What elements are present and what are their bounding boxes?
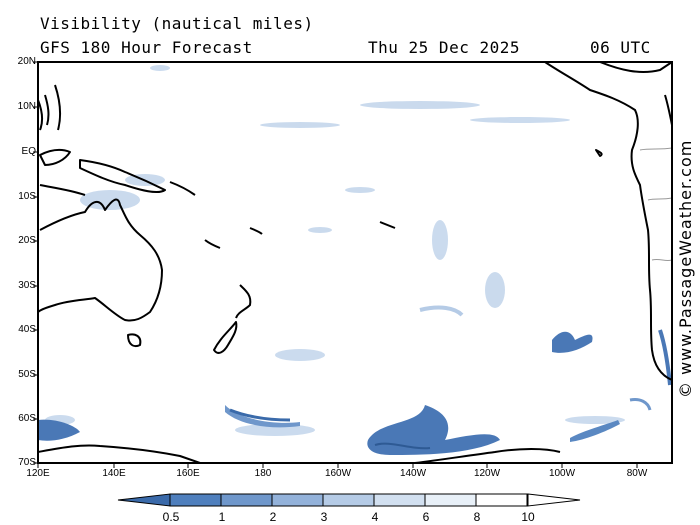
lon-label-100w: 100W: [548, 468, 576, 479]
lat-label-20n: 20N: [17, 56, 36, 67]
colorbar-label-7: 10: [521, 510, 535, 524]
lat-label-70s: 70S: [18, 457, 36, 468]
lat-label-10s: 10S: [18, 191, 36, 202]
map-frame: [37, 61, 673, 464]
colorbar-cell: [220, 493, 273, 507]
colorbar-cell: [322, 493, 375, 507]
coastlines: [38, 62, 672, 463]
colorbar-label-0: 0.5: [162, 510, 180, 524]
lat-label-10n: 10N: [17, 101, 36, 112]
forecast-time: 06 UTC: [590, 38, 651, 57]
lat-label-30s: 30S: [18, 280, 36, 291]
map-title: Visibility (nautical miles): [40, 14, 314, 33]
forecast-subtitle: GFS 180 Hour Forecast: [40, 38, 253, 57]
lat-label-eq: EQ: [21, 146, 36, 157]
colorbar-right-arrow: [527, 493, 581, 507]
lat-label-60s: 60S: [18, 413, 36, 424]
colorbar-label-3: 3: [320, 510, 328, 524]
colorbar-cell: [373, 493, 426, 507]
colorbar-label-6: 8: [473, 510, 481, 524]
colorbar-label-2: 2: [269, 510, 277, 524]
lon-label-160w: 160W: [324, 468, 352, 479]
lat-label-40s: 40S: [18, 324, 36, 335]
lon-label-180: 180: [254, 468, 272, 479]
lon-label-120e: 120E: [26, 468, 50, 479]
forecast-date: Thu 25 Dec 2025: [368, 38, 520, 57]
colorbar-label-5: 6: [422, 510, 430, 524]
colorbar-cell: [271, 493, 324, 507]
lon-label-140w: 140W: [399, 468, 427, 479]
country-borders: [639, 147, 672, 262]
watermark: © www.PassageWeather.com: [676, 139, 695, 398]
lon-label-160e: 160E: [176, 468, 200, 479]
lat-label-20s: 20S: [18, 235, 36, 246]
lat-label-50s: 50S: [18, 369, 36, 380]
colorbar-label-1: 1: [218, 510, 226, 524]
light-visibility-patches: [45, 65, 625, 436]
low-visibility-patches: [38, 305, 672, 455]
colorbar-cell: [169, 493, 222, 507]
colorbar-cell: [424, 493, 477, 507]
colorbar-cell: [475, 493, 528, 507]
lon-label-120w: 120W: [473, 468, 501, 479]
colorbar-left-arrow: [117, 493, 171, 507]
lon-label-140e: 140E: [102, 468, 126, 479]
lon-label-80w: 80W: [626, 468, 648, 479]
colorbar: [117, 493, 581, 507]
colorbar-label-4: 4: [371, 510, 379, 524]
